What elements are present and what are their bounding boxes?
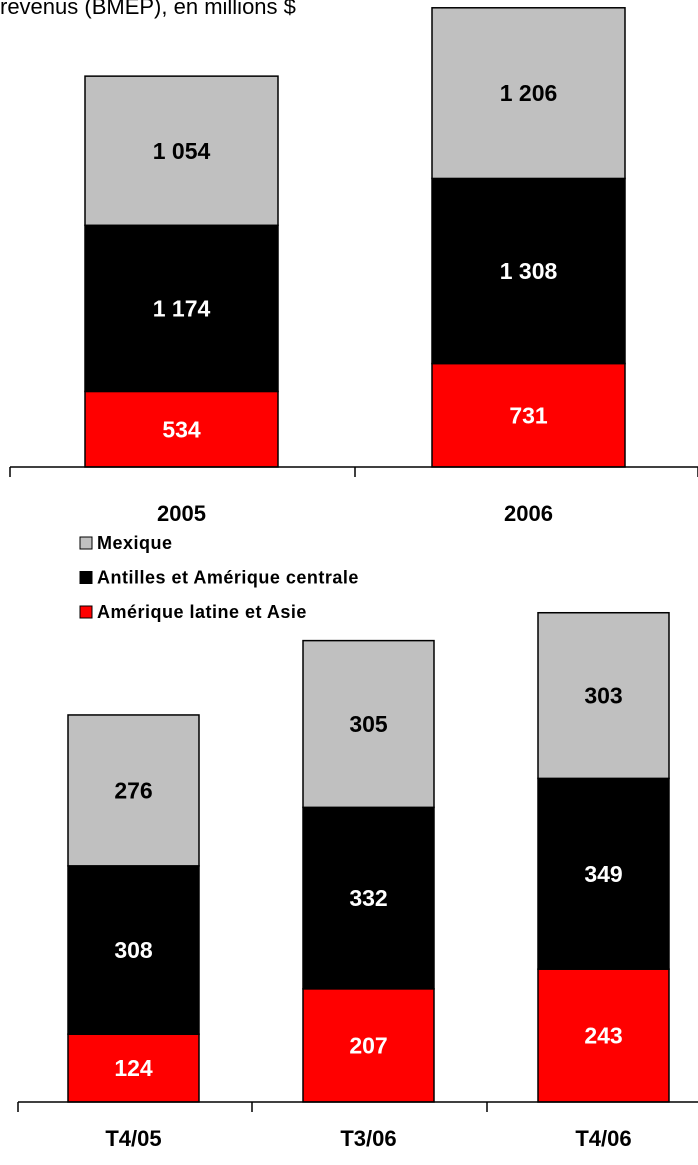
x-tick-label: 2005 [157,501,206,526]
value-label: 349 [584,861,622,887]
x-tick-label: 2006 [504,501,553,526]
legend-swatch [79,536,93,550]
legend-swatch [79,571,93,584]
bar-segment [431,177,626,365]
bar-segment [431,362,626,468]
value-label: 243 [584,1023,622,1049]
legend-label: Antilles et Amérique centrale [97,567,359,587]
value-label: 1 174 [153,295,211,321]
bar-segment [67,1033,200,1103]
value-label: 308 [114,937,153,963]
value-label: 731 [509,402,548,428]
legend-swatch [79,605,93,619]
value-label: 1 206 [500,80,558,106]
value-label: 1 308 [500,258,558,284]
bar-segment [302,806,435,990]
legend-label: Amérique latine et Asie [97,602,307,622]
value-label: 124 [114,1055,153,1081]
value-label: 303 [584,683,622,709]
bar-segment [84,224,279,393]
bar-segment [302,639,435,809]
chart-title: revenus (BMEP), en millions $ [0,0,296,19]
value-label: 332 [349,885,387,911]
bar-segment [84,390,279,468]
value-label: 1 054 [153,138,211,164]
x-tick-label: T3/06 [340,1126,396,1151]
bar-segment [67,865,200,1035]
bar-segment [537,611,670,780]
bar-segment [537,777,670,970]
legend-label: Mexique [97,533,173,553]
x-tick-label: T4/05 [105,1126,161,1151]
x-tick-label: T4/06 [575,1126,631,1151]
bar-segment [431,7,626,180]
value-label: 207 [349,1032,387,1058]
bar-segment [537,968,670,1103]
bar-segment [67,714,200,867]
value-label: 276 [114,777,152,803]
value-label: 305 [349,711,388,737]
value-label: 534 [162,416,201,442]
bar-segment [84,75,279,227]
